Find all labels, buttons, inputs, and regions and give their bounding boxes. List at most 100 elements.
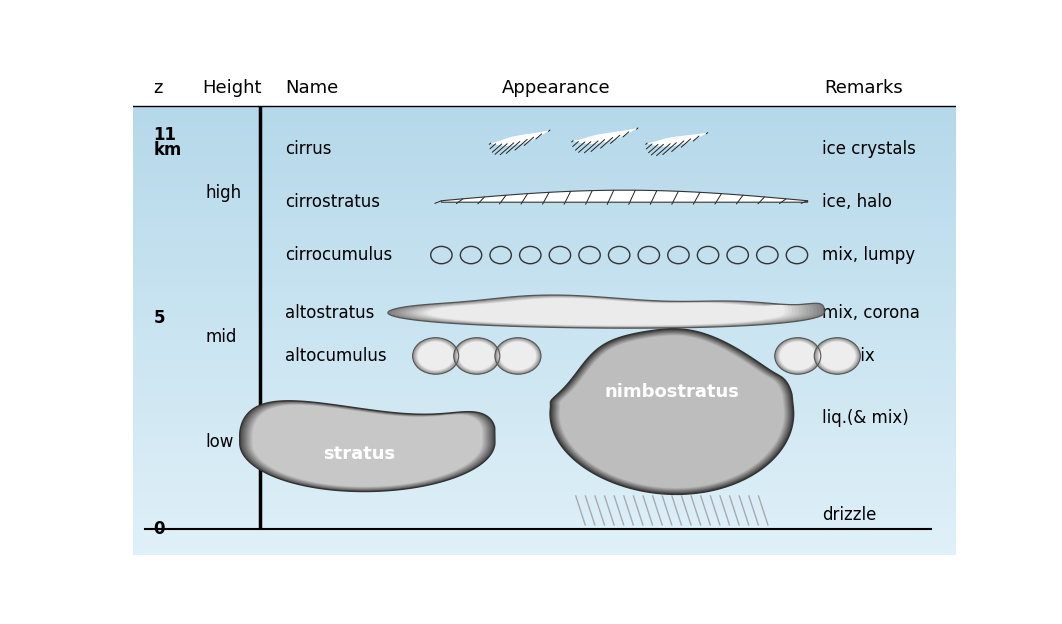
Bar xyxy=(133,353,956,357)
Bar xyxy=(133,544,956,548)
Bar xyxy=(133,507,956,510)
Bar xyxy=(133,338,956,342)
Ellipse shape xyxy=(414,339,458,373)
Polygon shape xyxy=(244,402,490,490)
Polygon shape xyxy=(392,295,821,328)
Polygon shape xyxy=(550,329,793,494)
Polygon shape xyxy=(252,404,483,487)
Bar xyxy=(133,222,956,226)
Bar xyxy=(133,218,956,222)
Text: low: low xyxy=(205,434,234,451)
Bar xyxy=(133,421,956,424)
Ellipse shape xyxy=(413,338,458,374)
Bar xyxy=(133,361,956,364)
Bar xyxy=(133,334,956,338)
Text: 5: 5 xyxy=(153,308,165,326)
Bar xyxy=(133,301,956,305)
Bar xyxy=(133,305,956,308)
Text: cirrus: cirrus xyxy=(285,140,331,158)
Bar xyxy=(133,275,956,278)
Bar xyxy=(133,110,956,114)
Bar xyxy=(133,286,956,290)
Bar xyxy=(133,432,956,436)
Polygon shape xyxy=(427,298,785,325)
Bar xyxy=(133,473,956,477)
Ellipse shape xyxy=(498,340,538,372)
Polygon shape xyxy=(253,405,482,487)
Text: Remarks: Remarks xyxy=(824,79,903,97)
Text: Height: Height xyxy=(203,79,262,97)
Ellipse shape xyxy=(412,338,459,374)
Bar xyxy=(133,192,956,196)
Polygon shape xyxy=(251,404,484,487)
Bar xyxy=(133,293,956,297)
Bar xyxy=(133,518,956,522)
Polygon shape xyxy=(559,334,785,489)
Bar xyxy=(133,290,956,293)
Polygon shape xyxy=(388,295,824,328)
Bar xyxy=(133,196,956,200)
Bar xyxy=(133,271,956,275)
Polygon shape xyxy=(395,296,817,328)
Ellipse shape xyxy=(775,338,820,374)
Ellipse shape xyxy=(417,342,453,370)
Bar xyxy=(133,391,956,394)
Polygon shape xyxy=(243,402,491,490)
Bar xyxy=(133,327,956,331)
Ellipse shape xyxy=(816,339,859,373)
Polygon shape xyxy=(573,128,638,144)
Text: z: z xyxy=(153,79,162,97)
Bar xyxy=(133,114,956,117)
Polygon shape xyxy=(552,331,791,493)
Bar xyxy=(133,147,956,151)
Bar xyxy=(133,439,956,443)
Ellipse shape xyxy=(815,338,859,374)
Bar xyxy=(133,394,956,398)
Bar xyxy=(133,349,956,353)
Bar xyxy=(133,484,956,488)
Text: altocumulus: altocumulus xyxy=(285,347,387,365)
Polygon shape xyxy=(241,401,494,491)
Bar xyxy=(133,117,956,121)
Polygon shape xyxy=(250,404,485,488)
Bar xyxy=(133,226,956,230)
Bar xyxy=(133,245,956,248)
Bar xyxy=(133,207,956,211)
Bar xyxy=(133,552,956,555)
Polygon shape xyxy=(558,334,787,490)
Ellipse shape xyxy=(415,339,457,373)
Polygon shape xyxy=(442,190,808,202)
Polygon shape xyxy=(552,330,791,493)
Polygon shape xyxy=(558,334,786,489)
Polygon shape xyxy=(416,298,795,326)
Polygon shape xyxy=(240,401,495,492)
Bar xyxy=(133,525,956,529)
Bar xyxy=(133,510,956,514)
Polygon shape xyxy=(249,404,486,488)
Text: ice, halo: ice, halo xyxy=(822,193,892,211)
Polygon shape xyxy=(554,331,790,492)
Bar xyxy=(133,170,956,173)
Text: ice crystals: ice crystals xyxy=(822,140,917,158)
Bar xyxy=(133,462,956,466)
Text: drizzle: drizzle xyxy=(822,505,877,524)
Bar xyxy=(133,248,956,252)
Text: nimbostratus: nimbostratus xyxy=(604,383,739,401)
Text: mix: mix xyxy=(844,347,875,365)
Ellipse shape xyxy=(500,342,536,370)
Ellipse shape xyxy=(453,338,500,374)
Bar xyxy=(133,379,956,383)
Bar xyxy=(133,436,956,439)
Ellipse shape xyxy=(456,339,498,373)
Bar xyxy=(133,402,956,406)
Bar xyxy=(133,540,956,544)
Polygon shape xyxy=(647,132,707,147)
Ellipse shape xyxy=(496,338,541,374)
Ellipse shape xyxy=(818,341,857,371)
Bar xyxy=(133,230,956,233)
Bar xyxy=(133,480,956,484)
Bar xyxy=(133,211,956,215)
Ellipse shape xyxy=(497,339,538,373)
Polygon shape xyxy=(402,296,810,327)
Ellipse shape xyxy=(776,339,820,373)
